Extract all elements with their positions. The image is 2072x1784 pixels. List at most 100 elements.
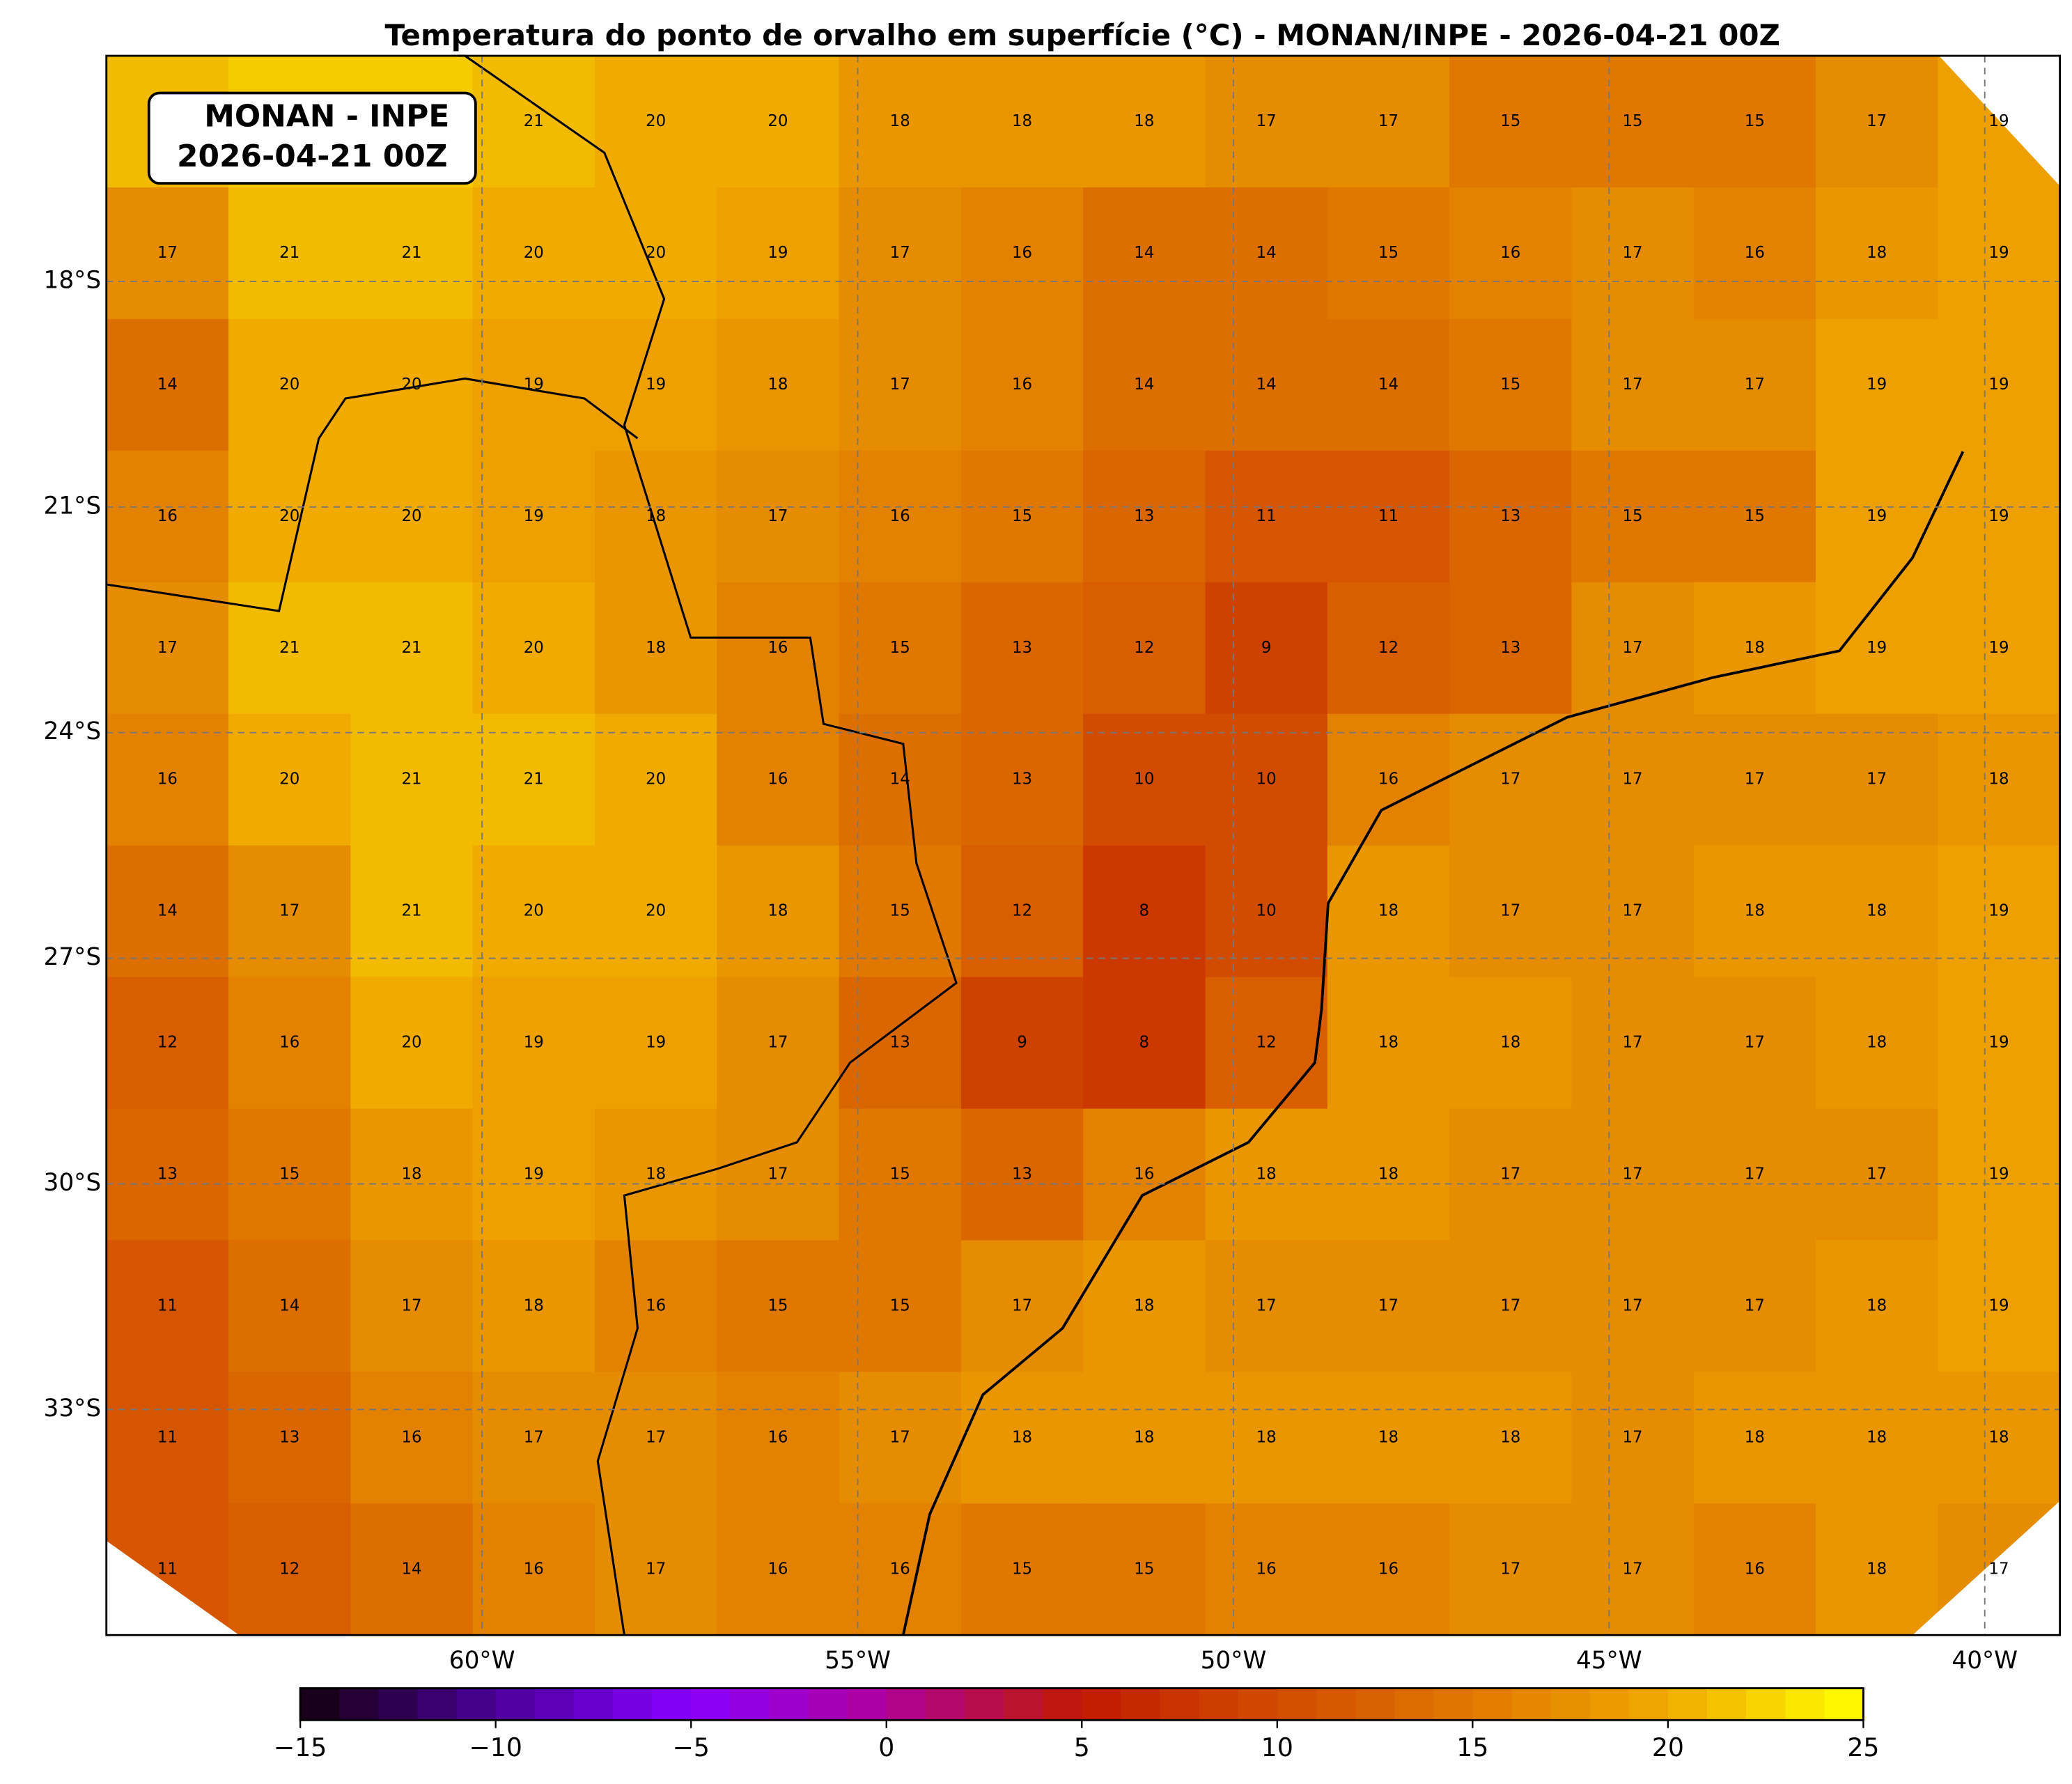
x-tick-label: 40°W xyxy=(1952,1647,2018,1675)
value-label: 17 xyxy=(890,375,910,394)
field-cell xyxy=(1938,582,2061,715)
value-label: 14 xyxy=(890,770,910,789)
field-cell xyxy=(1571,1503,1695,1636)
field-cell xyxy=(960,582,1084,715)
colorbar-tick-label: 20 xyxy=(1652,1732,1684,1762)
field-cell xyxy=(960,1240,1084,1373)
value-label: 17 xyxy=(890,244,910,262)
field-cell xyxy=(1205,1240,1328,1373)
value-label: 16 xyxy=(524,1560,544,1578)
value-label: 16 xyxy=(646,1296,666,1314)
value-label: 14 xyxy=(1134,244,1154,262)
field-cell xyxy=(106,713,230,846)
field-cell xyxy=(1938,713,2061,846)
value-label: 15 xyxy=(279,1165,299,1183)
value-label: 19 xyxy=(1988,1165,2009,1183)
value-label: 21 xyxy=(401,770,421,789)
value-label: 14 xyxy=(1256,244,1277,262)
field-cell xyxy=(1205,318,1328,451)
field-cell xyxy=(1083,845,1206,978)
value-label: 8 xyxy=(1139,902,1150,920)
value-label: 18 xyxy=(1867,1034,1887,1052)
field-cell xyxy=(1449,187,1573,320)
value-label: 21 xyxy=(279,639,299,657)
value-label: 17 xyxy=(768,1165,788,1183)
value-label: 16 xyxy=(1134,1165,1154,1183)
field-cell xyxy=(228,318,352,451)
field-cell xyxy=(1816,56,1939,188)
value-label: 21 xyxy=(401,244,421,262)
value-label: 17 xyxy=(1623,770,1643,789)
field-cell xyxy=(350,1503,474,1636)
field-cell xyxy=(1571,318,1695,451)
field-cell xyxy=(960,1503,1084,1636)
field-cell xyxy=(350,318,474,451)
value-label: 14 xyxy=(1256,375,1277,394)
field-cell xyxy=(1693,977,1816,1110)
field-cell xyxy=(1571,187,1695,320)
value-label: 20 xyxy=(401,375,421,394)
field-cell xyxy=(1327,318,1451,451)
x-tick-label: 50°W xyxy=(1201,1647,1267,1675)
value-label: 11 xyxy=(157,1428,178,1446)
field-cell xyxy=(839,1108,962,1241)
value-label: 19 xyxy=(1988,507,2009,525)
value-label: 16 xyxy=(279,1034,299,1052)
info-line: 2026-04-21 00Z xyxy=(177,139,448,174)
y-tick-label: 24°S xyxy=(44,718,102,745)
value-label: 18 xyxy=(1378,1034,1399,1052)
value-label: 17 xyxy=(768,1034,788,1052)
field-cell xyxy=(594,318,718,451)
field-cell xyxy=(1693,318,1816,451)
value-label: 17 xyxy=(1500,1165,1520,1183)
axes: 60°W 55°W 50°W 45°W 40°W 18°S 21°S 24°S 27°S 30°S… xyxy=(44,266,2018,1674)
value-label: 18 xyxy=(1988,1428,2009,1446)
field-cell xyxy=(1816,1503,1939,1636)
field-cell xyxy=(960,845,1084,978)
value-label: 19 xyxy=(1988,375,2009,394)
colorbar-band xyxy=(1824,1688,1864,1721)
field-cell xyxy=(1938,977,2061,1110)
value-label: 13 xyxy=(890,1034,910,1052)
colorbar-band xyxy=(1238,1688,1278,1721)
field-cell xyxy=(1205,1372,1328,1505)
value-label: 18 xyxy=(1378,902,1399,920)
field-cell xyxy=(472,187,595,320)
field-cell xyxy=(717,450,840,583)
field-cell xyxy=(960,977,1084,1110)
colorbar-band xyxy=(808,1688,848,1721)
colorbar-band xyxy=(769,1688,809,1721)
field-cell xyxy=(228,845,352,978)
field-cell xyxy=(1938,450,2061,583)
value-label: 17 xyxy=(890,1428,910,1446)
value-label: 12 xyxy=(279,1560,299,1578)
field-cell xyxy=(472,1108,595,1241)
colorbar-tick-label: −10 xyxy=(469,1732,522,1762)
field-cell xyxy=(472,582,595,715)
domain-mask xyxy=(106,56,2060,1636)
field-cell xyxy=(1816,845,1939,978)
value-label: 10 xyxy=(1134,770,1154,789)
colorbar-band xyxy=(1511,1688,1552,1721)
value-label: 17 xyxy=(1623,375,1643,394)
field-cell xyxy=(106,845,230,978)
value-label: 17 xyxy=(1256,112,1277,130)
value-label: 17 xyxy=(1867,1165,1887,1183)
field-cell xyxy=(1938,187,2061,320)
border xyxy=(458,54,958,1636)
colorbar-band xyxy=(1277,1688,1317,1721)
value-label: 13 xyxy=(279,1428,299,1446)
field-cell xyxy=(1693,1372,1816,1505)
field-cell xyxy=(228,1503,352,1636)
x-tick-label: 60°W xyxy=(449,1647,515,1675)
field-cell xyxy=(1449,450,1573,583)
field-cell xyxy=(1449,582,1573,715)
field-cell xyxy=(1938,845,2061,978)
value-label: 19 xyxy=(646,1034,666,1052)
field-cell xyxy=(1571,1240,1695,1373)
field-cell xyxy=(1083,450,1206,583)
field-cell xyxy=(228,1108,352,1241)
field-cell xyxy=(839,187,962,320)
field-cell xyxy=(1449,1372,1573,1505)
